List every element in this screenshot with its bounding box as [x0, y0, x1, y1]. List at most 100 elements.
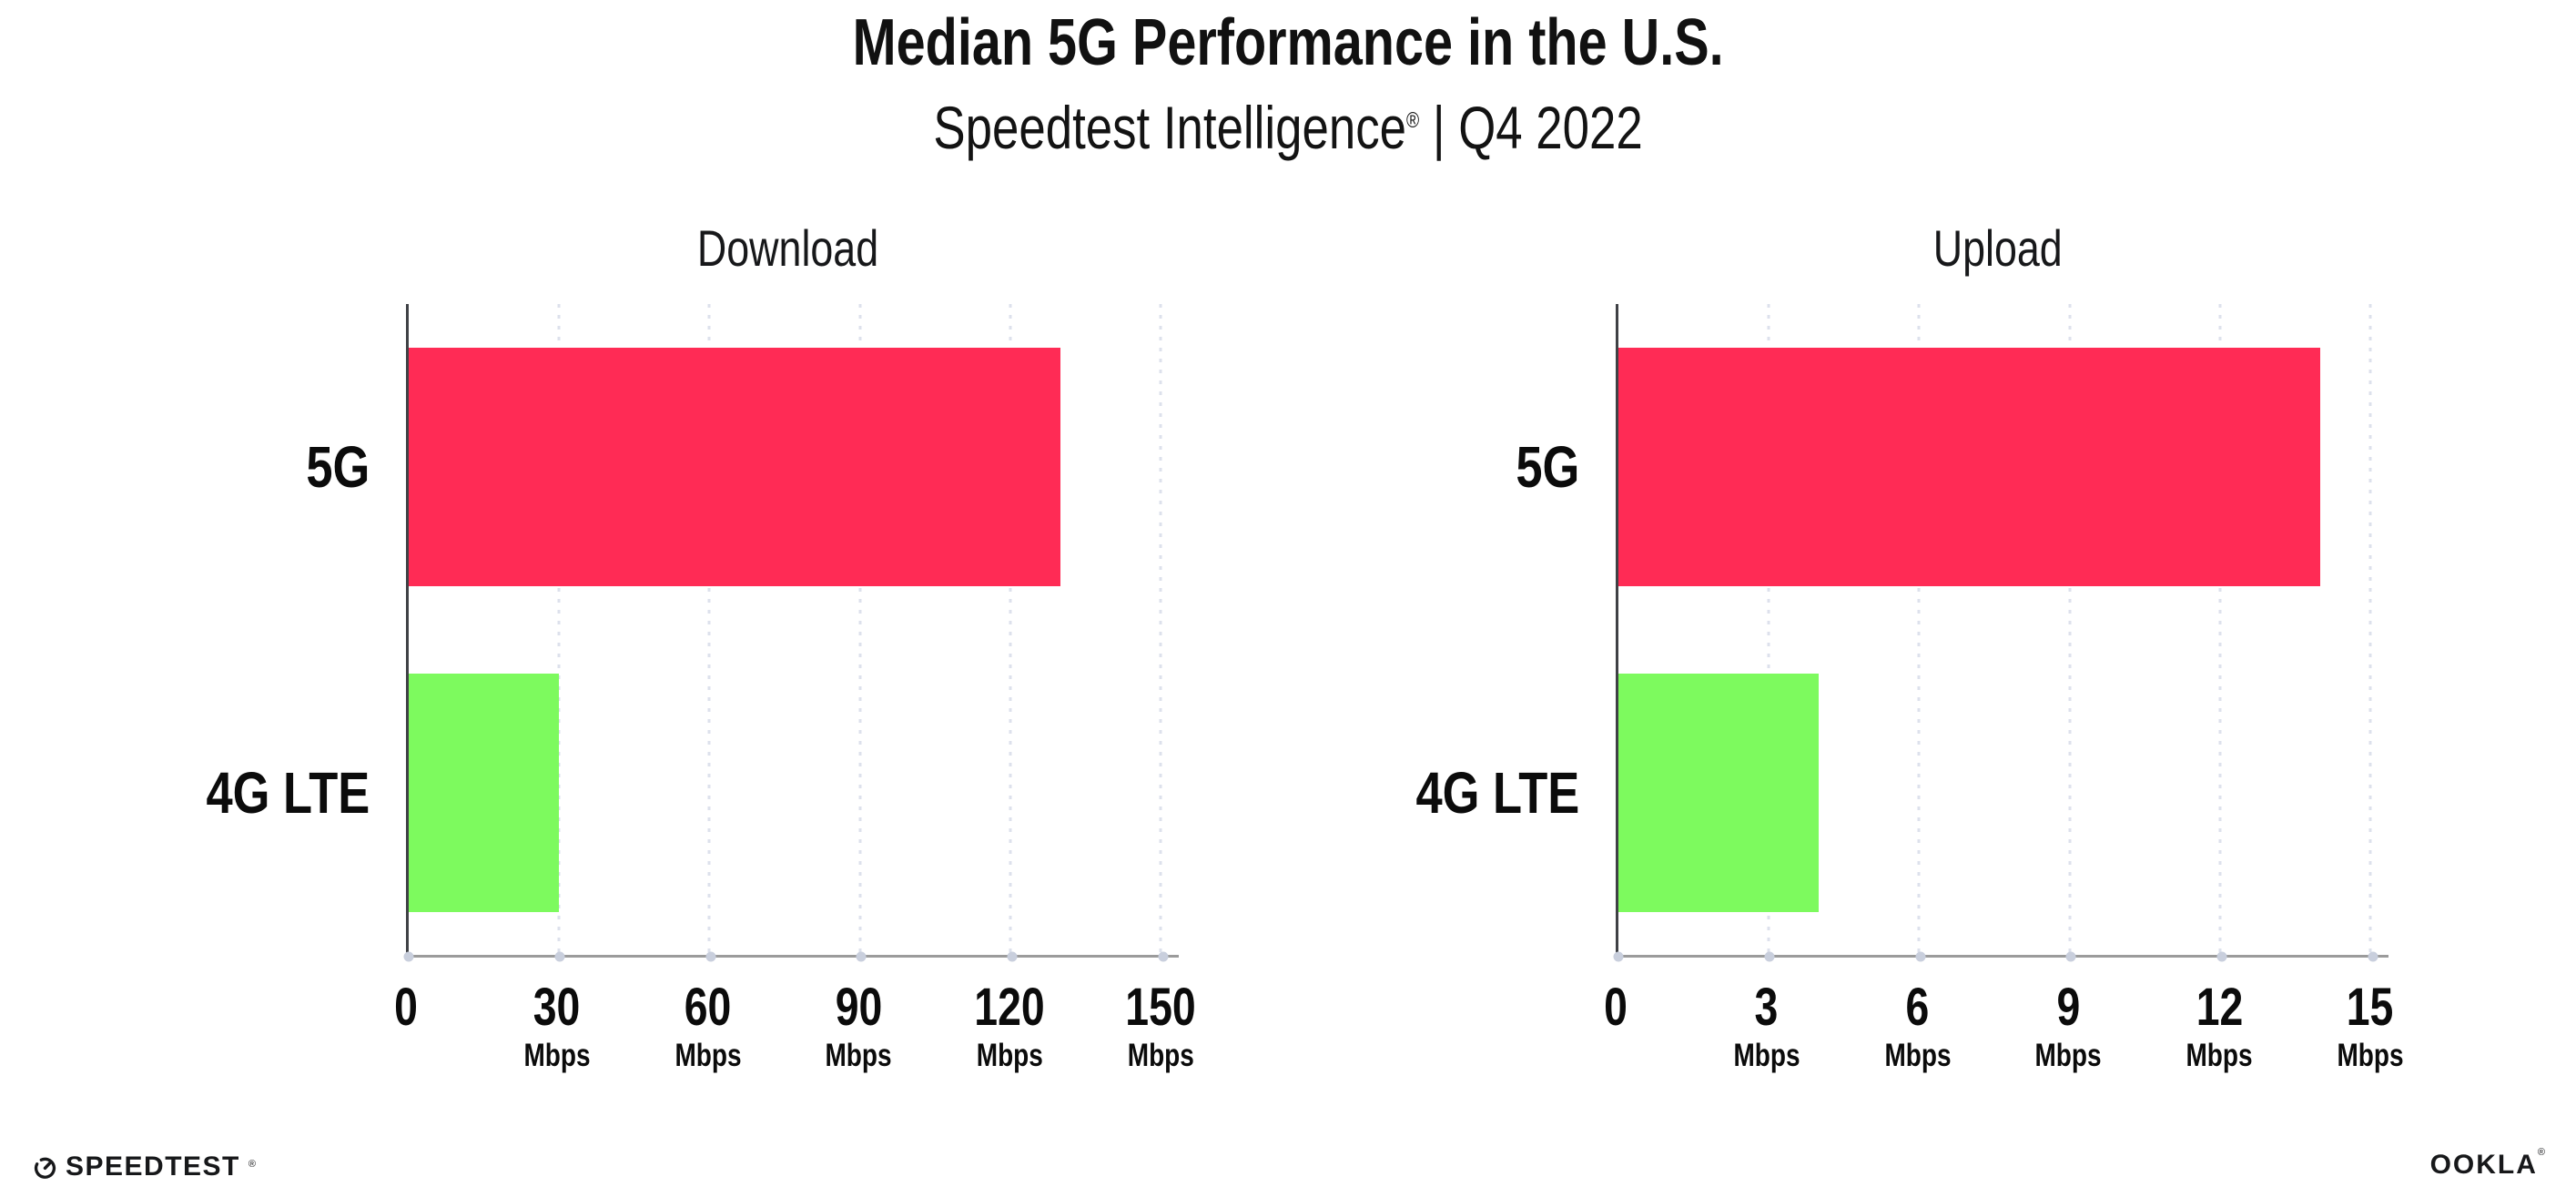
tick-9: 9 Mbps [2027, 981, 2110, 1072]
tick-unit-text: Mbps [523, 1038, 591, 1073]
tick-value: 120 [966, 981, 1054, 1034]
chart-download: Download 5G 4G LTE 0 30 Mbps 60 Mbps 90 Mbps 120… [69, 218, 1196, 1092]
chart-title-upload: Upload [1616, 218, 2380, 304]
axis-tick-dot [2216, 951, 2227, 961]
tick-value-text: 0 [1604, 978, 1628, 1037]
page-subtitle-text: Speedtest Intelligence® | Q4 2022 [933, 93, 1642, 162]
speedtest-wordmark: SPEEDTEST [66, 1151, 240, 1182]
axis-tick-dot [2065, 951, 2076, 961]
bar-row [409, 630, 1171, 956]
chart-body: 5G 4G LTE [1279, 304, 2388, 961]
tick-value-text: 30 [532, 978, 581, 1037]
tick-value-text: 0 [394, 978, 418, 1037]
bar-row [1618, 630, 2380, 956]
gridline [557, 304, 561, 956]
category-label-4g-lte: 4G LTE [69, 630, 406, 956]
bar-5g [409, 348, 1060, 586]
tick-unit: Mbps [2027, 1040, 2110, 1071]
tick-value: 15 [2328, 981, 2411, 1034]
tick-value: 0 [1601, 981, 1630, 1034]
axis-tick-dot [554, 951, 565, 961]
chart-body: 5G 4G LTE [69, 304, 1179, 961]
tick-0: 0 [391, 981, 421, 1034]
tick-15: 15 Mbps [2328, 981, 2411, 1073]
tick-30: 30 Mbps [515, 981, 598, 1073]
gridline [1917, 304, 1921, 956]
tick-unit-text: Mbps [2186, 1038, 2253, 1073]
tick-60: 60 Mbps [666, 981, 749, 1072]
tick-value: 9 [2027, 981, 2110, 1034]
category-labels: 5G 4G LTE [1279, 304, 1616, 956]
tick-unit-text: Mbps [1127, 1038, 1194, 1073]
tick-0: 0 [1601, 981, 1630, 1034]
category-labels: 5G 4G LTE [69, 304, 406, 956]
tick-90: 90 Mbps [817, 981, 900, 1072]
tick-unit: Mbps [1725, 1040, 1808, 1071]
gridline [2368, 304, 2372, 956]
subtitle-brand: Speedtest Intelligence [933, 93, 1406, 161]
bar-row [1618, 304, 2380, 630]
tick-150: 150 Mbps [1117, 981, 1205, 1072]
page-subtitle: Speedtest Intelligence® | Q4 2022 [0, 93, 2576, 162]
subtitle-period: | Q4 2022 [1419, 93, 1643, 161]
gridline [1767, 304, 1770, 956]
tick-unit: Mbps [817, 1040, 900, 1071]
tick-value: 60 [666, 981, 749, 1034]
tick-unit-text: Mbps [825, 1038, 892, 1073]
ookla-wordmark: OOKLA [2429, 1150, 2538, 1180]
gridline [2068, 304, 2072, 956]
tick-unit: Mbps [1876, 1040, 1959, 1071]
tick-value: 12 [2177, 981, 2260, 1034]
tick-value: 0 [391, 981, 421, 1034]
ookla-registered-mark: ® [2537, 1147, 2545, 1158]
tick-value-text: 12 [2196, 978, 2243, 1037]
speedometer-gauge-icon [34, 1157, 56, 1179]
tick-unit: Mbps [966, 1040, 1054, 1071]
gridline [858, 304, 862, 956]
chart-title-text: Download [697, 219, 879, 277]
x-axis-line [403, 951, 1179, 961]
category-label-4g-lte: 4G LTE [1279, 630, 1616, 956]
chart-upload: Upload 5G 4G LTE 0 3 Mbps 6 Mbps 9 Mbps 12 Mbps 15… [1279, 218, 2403, 1092]
tick-unit-text: Mbps [674, 1038, 742, 1073]
x-axis-tick-labels: 0 30 Mbps 60 Mbps 90 Mbps 120 Mbps 150 Mbps [394, 981, 1196, 1092]
tick-value: 6 [1876, 981, 1959, 1034]
header: Median 5G Performance in the U.S. Speedt… [0, 6, 2576, 162]
tick-120: 120 Mbps [966, 981, 1054, 1072]
tick-unit: Mbps [2177, 1040, 2260, 1071]
x-axis-tick-labels: 0 3 Mbps 6 Mbps 9 Mbps 12 Mbps 15 Mbps [1604, 981, 2403, 1092]
bars-container [1618, 304, 2380, 956]
tick-value: 150 [1117, 981, 1205, 1034]
chart-title-download: Download [406, 218, 1171, 304]
axis-tick-dot [2368, 951, 2378, 961]
gridline [2218, 304, 2222, 956]
plot-area [403, 304, 1179, 961]
bars-container [409, 304, 1171, 956]
tick-value: 30 [515, 981, 598, 1034]
tick-value-text: 150 [1125, 978, 1196, 1037]
tick-value-text: 60 [684, 978, 732, 1037]
category-label-text: 5G [1515, 434, 1579, 500]
tick-unit-text: Mbps [976, 1038, 1043, 1073]
bar-5g [1618, 348, 2320, 586]
plot-area [1613, 304, 2388, 961]
category-label-5g: 5G [1279, 304, 1616, 630]
gridline [1159, 304, 1162, 956]
chart-title-text: Upload [1933, 219, 2063, 277]
page-title-text: Median 5G Performance in the U.S. [852, 6, 1724, 79]
category-label-5g: 5G [69, 304, 406, 630]
axis-tick-dot [1613, 951, 1624, 961]
tick-value-text: 3 [1754, 978, 1779, 1037]
bar-4g-lte [1618, 674, 1820, 912]
tick-value-text: 9 [2056, 978, 2081, 1037]
tick-unit: Mbps [1117, 1040, 1205, 1071]
tick-unit-text: Mbps [2337, 1038, 2404, 1073]
x-axis-line [1613, 951, 2388, 961]
tick-value: 3 [1725, 981, 1808, 1034]
bar-4g-lte [409, 674, 560, 912]
axis-tick-dot [856, 951, 867, 961]
axis-tick-dot [1764, 951, 1775, 961]
tick-unit: Mbps [666, 1040, 749, 1071]
axis-tick-dot [1007, 951, 1018, 961]
